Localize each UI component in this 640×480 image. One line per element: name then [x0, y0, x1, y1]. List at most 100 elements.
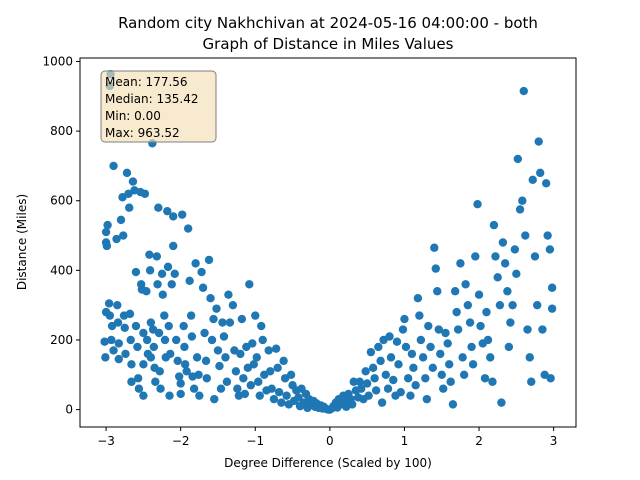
scatter-point: [491, 252, 500, 261]
scatter-point: [166, 349, 175, 359]
scatter-point: [456, 259, 465, 268]
scatter-point: [286, 370, 296, 379]
scatter-point: [386, 353, 396, 362]
scatter-point: [396, 387, 405, 397]
scatter-point: [488, 377, 497, 386]
scatter-point: [366, 347, 376, 357]
scatter-point: [153, 280, 162, 289]
scatter-point: [149, 342, 159, 352]
scatter-point: [541, 179, 551, 188]
scatter-point: [154, 328, 164, 338]
scatter-point: [197, 267, 206, 277]
scatter-point: [120, 323, 129, 332]
scatter-point: [131, 267, 141, 277]
scatter-point: [370, 374, 379, 383]
scatter-point: [170, 269, 179, 279]
scatter-point: [172, 335, 181, 345]
scatter-point: [433, 287, 442, 296]
scatter-point: [364, 391, 373, 400]
scatter-point: [164, 321, 173, 331]
scatter-point: [441, 328, 450, 338]
scatter-point: [163, 206, 172, 216]
scatter-point: [107, 335, 116, 345]
scatter-point: [142, 335, 152, 345]
scatter-point: [434, 325, 443, 334]
scatter-point: [282, 391, 291, 400]
scatter-point: [446, 377, 455, 386]
scatter-point: [231, 367, 241, 376]
scatter-point: [224, 290, 233, 299]
scatter-point: [140, 189, 150, 198]
scatter-point: [513, 154, 523, 164]
scatter-point: [146, 353, 156, 362]
scatter-point: [525, 353, 534, 362]
scatter-point: [452, 307, 461, 317]
stats-box-background: [100, 70, 217, 143]
scatter-point: [160, 311, 169, 320]
scatter-point: [376, 356, 385, 366]
scatter-point: [543, 231, 552, 240]
x-tick-label: −1: [246, 434, 264, 448]
scatter-point: [105, 311, 115, 320]
scatter-point: [125, 203, 134, 212]
y-tick-label: 1000: [42, 54, 73, 68]
scatter-point: [371, 386, 381, 395]
scatter-point: [519, 86, 528, 96]
scatter-point: [368, 363, 378, 373]
scatter-point: [251, 311, 260, 320]
scatter-point: [155, 367, 165, 376]
scatter-point: [182, 367, 191, 376]
y-axis-label: Distance (Miles): [15, 194, 29, 290]
scatter-point: [151, 377, 160, 386]
scatter-point: [195, 391, 204, 400]
x-tick-label: −2: [172, 434, 190, 448]
stats-max: Max: 963.52: [105, 126, 180, 140]
stats-median: Median: 135.42: [105, 92, 199, 106]
y-tick-label: 800: [50, 124, 73, 138]
scatter-point: [430, 243, 439, 252]
scatter-point: [154, 203, 163, 212]
scatter-point: [356, 384, 366, 393]
scatter-point: [535, 168, 545, 178]
scatter-point: [116, 215, 126, 225]
scatter-point: [179, 321, 188, 331]
scatter-point: [480, 374, 490, 383]
scatter-point: [156, 384, 165, 393]
plot-frame: [79, 57, 577, 428]
scatter-point: [392, 337, 402, 346]
scatter-point: [448, 400, 458, 409]
scatter-point: [183, 224, 193, 233]
axis-ticks: −3 −2 −1 0 1 2 3 0 200 400 600 800 1000: [42, 54, 557, 448]
scatter-point: [294, 393, 303, 402]
scatter-point: [401, 342, 411, 352]
scatter-point: [210, 394, 219, 404]
y-tick-label: 600: [50, 194, 73, 208]
x-axis-label: Degree Difference (Scaled by 100): [224, 456, 432, 470]
scatter-point: [264, 346, 273, 355]
scatter-point: [145, 250, 154, 259]
scatter-point: [400, 314, 409, 324]
scatter-point: [139, 391, 148, 400]
scatter-point: [523, 325, 532, 334]
scatter-point: [187, 332, 197, 341]
scatter-point: [212, 304, 221, 313]
scatter-point: [246, 381, 256, 390]
scatter-point: [474, 290, 484, 299]
scatter-point: [221, 353, 230, 362]
scatter-point: [189, 384, 199, 393]
scatter-point: [385, 332, 394, 341]
x-tick-label: 1: [401, 434, 409, 448]
scatter-point: [100, 337, 109, 346]
scatter-point: [198, 283, 208, 292]
scatter-point: [274, 387, 284, 397]
scatter-point: [240, 389, 250, 399]
scatter-point: [121, 349, 130, 359]
y-tick-label: 400: [50, 263, 73, 277]
scatter-point: [109, 161, 118, 171]
scatter-point: [142, 287, 151, 296]
scatter-point: [510, 245, 520, 254]
scatter-point: [254, 377, 263, 386]
scatter-point: [538, 325, 547, 334]
scatter-point: [133, 342, 142, 352]
